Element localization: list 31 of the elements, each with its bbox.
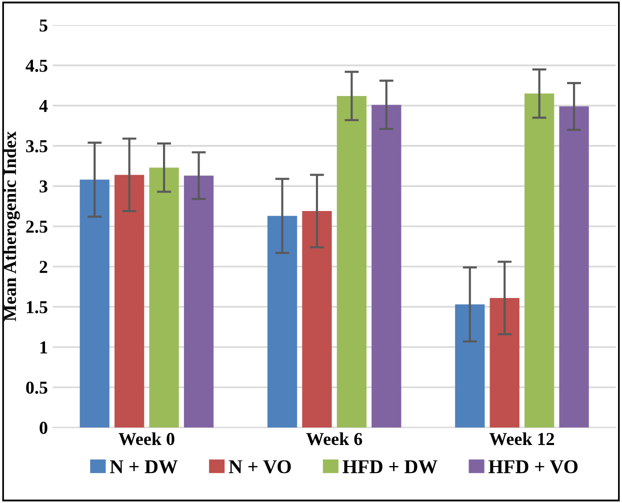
y-tick-label: 2.5 (26, 220, 48, 233)
y-tick-label: 3.5 (26, 140, 48, 152)
legend-label: N + VO (228, 460, 291, 474)
x-tick-label: Week 6 (306, 432, 362, 446)
bar (336, 96, 367, 428)
bar (490, 298, 520, 428)
bar (114, 174, 144, 428)
y-tick-label: 1 (40, 341, 48, 354)
legend-label: N + DW (110, 460, 178, 474)
y-tick-label: 2 (40, 260, 48, 273)
bar (455, 304, 485, 428)
bar (80, 180, 110, 428)
y-tick-label: 3 (40, 180, 48, 193)
bar (267, 216, 298, 428)
legend-label: HFD + DW (342, 460, 438, 474)
x-tick-label: Week 0 (118, 432, 174, 446)
bar (559, 106, 589, 428)
bar (524, 94, 554, 428)
y-tick-label: 0 (40, 422, 48, 434)
legend-label: HFD + VO (488, 460, 578, 474)
y-tick-label: 4 (39, 100, 48, 112)
y-axis-title: Mean Atherogenic Index (3, 131, 20, 322)
bar (149, 168, 179, 428)
y-tick-label: 0.5 (26, 382, 48, 394)
bar (302, 211, 332, 428)
y-tick-label: 5 (40, 20, 48, 32)
y-tick-label: 1.5 (26, 301, 48, 314)
bar (372, 104, 402, 428)
x-tick-label: Week 12 (489, 432, 554, 446)
bar (184, 176, 214, 428)
y-tick-label: 4.5 (26, 60, 48, 72)
